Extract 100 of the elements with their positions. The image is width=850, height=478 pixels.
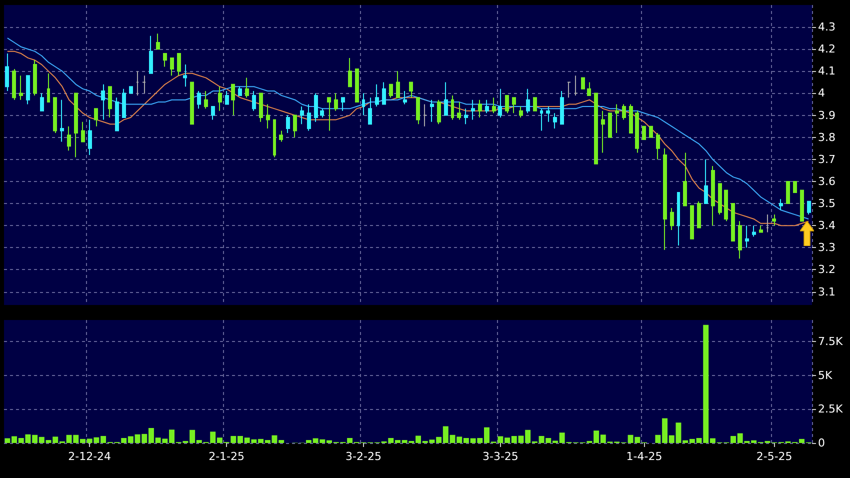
candlestick	[498, 88, 502, 118]
candlestick	[225, 90, 229, 105]
candlestick	[622, 104, 626, 120]
candlestick	[683, 152, 687, 206]
candlestick	[512, 97, 516, 114]
candlestick	[142, 75, 146, 94]
candlestick	[587, 82, 591, 96]
candlestick	[567, 82, 571, 98]
candlestick	[457, 102, 461, 120]
candlestick	[423, 104, 427, 127]
candlestick	[375, 84, 379, 107]
candlestick	[136, 70, 139, 96]
x-tick-label: 2-5-25	[756, 450, 792, 463]
candlestick	[752, 225, 756, 238]
candlestick	[526, 88, 530, 114]
candlestick	[492, 97, 496, 114]
candlestick	[115, 97, 119, 132]
y-tick-label: 4	[818, 86, 825, 100]
candlestick	[348, 57, 352, 88]
y-tick-label: 3.9	[818, 108, 836, 122]
candlestick	[33, 60, 37, 96]
candlestick	[478, 99, 482, 118]
candlestick	[12, 68, 16, 100]
candlestick	[40, 92, 44, 112]
candlestick	[293, 114, 297, 138]
candlestick	[252, 90, 256, 112]
candlestick	[766, 214, 769, 233]
candlestick	[677, 192, 680, 246]
candlestick	[800, 190, 804, 222]
candlestick	[170, 57, 174, 76]
candlestick	[26, 75, 30, 105]
candlestick	[177, 53, 181, 76]
candlestick	[245, 77, 249, 98]
candlestick	[759, 225, 763, 233]
candlestick	[464, 108, 468, 125]
candlestick	[430, 99, 434, 122]
y-tick-label: 3.7	[818, 152, 836, 166]
candlestick	[533, 97, 537, 112]
candlestick	[81, 121, 85, 142]
x-tick-label: 3-3-25	[482, 450, 518, 463]
candlestick	[204, 90, 208, 110]
x-tick-label: 1-4-25	[626, 450, 662, 463]
candlestick	[163, 53, 167, 68]
candlestick	[88, 119, 92, 156]
candlestick	[409, 82, 413, 98]
y-tick-label: 3.2	[818, 263, 836, 276]
x-tick-label: 2-12-24	[68, 450, 112, 463]
candlestick	[663, 148, 667, 250]
candlestick	[307, 104, 311, 132]
candlestick	[608, 112, 612, 138]
candlestick	[786, 180, 790, 204]
candlestick	[437, 99, 441, 125]
candlestick	[396, 70, 400, 98]
y-tick-label: 7.5K	[818, 335, 844, 348]
candlestick	[279, 130, 283, 142]
candlestick	[362, 92, 365, 116]
candlestick	[718, 183, 722, 216]
candlestick	[314, 92, 318, 122]
candlestick	[690, 205, 694, 240]
y-tick-label: 5K	[818, 368, 833, 382]
candlestick	[320, 108, 324, 118]
candlestick	[238, 86, 242, 96]
candlestick	[594, 92, 598, 164]
candlestick	[642, 126, 646, 140]
candlestick	[772, 214, 776, 226]
candlestick	[355, 68, 359, 103]
candlestick	[266, 104, 270, 130]
candlestick	[670, 207, 674, 230]
candlestick	[615, 104, 619, 134]
y-tick-label: 3.4	[818, 219, 836, 232]
candlestick	[60, 99, 64, 142]
candlestick	[540, 108, 543, 132]
candlestick	[793, 180, 797, 193]
x-tick-label: 3-2-25	[346, 450, 382, 463]
candlestick	[649, 126, 653, 138]
candlestick	[368, 97, 372, 125]
candlestick	[101, 84, 105, 120]
candlestick	[546, 106, 550, 122]
candlestick	[300, 106, 304, 125]
candlestick	[231, 84, 235, 116]
candlestick	[711, 166, 715, 226]
candlestick	[218, 86, 222, 112]
y-tick-label: 2.5K	[818, 402, 844, 416]
candlestick	[183, 64, 187, 88]
candlestick	[53, 97, 57, 134]
candlestick	[259, 92, 263, 122]
candlestick	[574, 75, 578, 96]
candlestick	[807, 200, 811, 216]
candlestick	[67, 126, 71, 152]
candlestick	[74, 92, 78, 158]
y-tick-label: 3.6	[818, 174, 836, 188]
x-tick-label: 2-1-25	[208, 450, 245, 463]
candlestick	[745, 225, 749, 248]
candlestick	[416, 97, 420, 125]
candlestick	[156, 33, 160, 50]
candlestick	[94, 108, 98, 127]
candlestick	[403, 90, 407, 105]
candlestick	[341, 97, 345, 112]
candlestick	[273, 119, 276, 158]
y-tick-label: 4.3	[818, 20, 836, 34]
